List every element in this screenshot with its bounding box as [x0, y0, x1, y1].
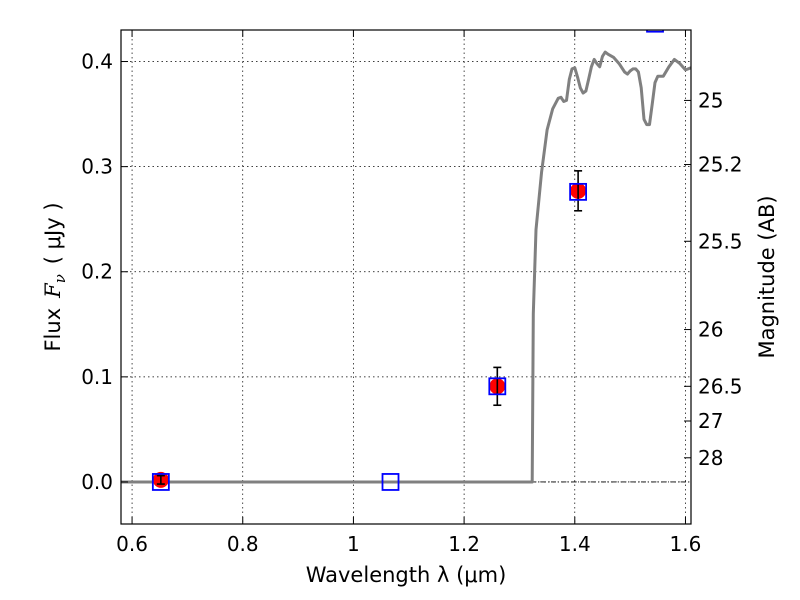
y2-tick-label: 28 [698, 446, 723, 470]
model-photometry-point [646, 30, 664, 33]
y2-axis-label: Magnitude (AB) [755, 195, 779, 358]
y2-tick-label: 25.2 [698, 153, 743, 177]
y-axis-label-symbol: F [41, 282, 65, 299]
y-tick-label: 0.2 [81, 260, 113, 284]
plot-area [121, 30, 691, 491]
x-axis-label: Wavelength λ (μm) [306, 563, 507, 587]
model-photometry-point [569, 182, 588, 201]
y-tick-label: 0.0 [81, 470, 113, 494]
model-photometry-point [151, 473, 170, 491]
ticks: 0.6 0.8 1 1.2 1.4 1.6 0.0 0.1 0.2 0.3 0.4 25 25.2 25.… [81, 30, 743, 556]
y2-tick-label: 27 [698, 409, 723, 433]
x-tick-label: 1.2 [448, 532, 480, 556]
model-spectrum-line [121, 50, 691, 484]
y-axis-label-unit: ( μJy ) [41, 202, 65, 264]
model-photometry-point [488, 377, 507, 396]
y2-tick-label: 25.5 [698, 229, 743, 253]
y-axis-label: Flux Fν ( μJy ) [41, 202, 69, 351]
y-axis-label-text: Flux [41, 308, 65, 352]
y2-tick-label: 25 [698, 88, 723, 112]
y-tick-label: 0.4 [81, 50, 113, 74]
x-tick-label: 0.6 [116, 532, 148, 556]
x-tick-label: 1.4 [559, 532, 591, 556]
y-tick-label: 0.1 [81, 365, 113, 389]
y2-tick-label: 26 [698, 318, 723, 342]
plot-background [121, 30, 691, 524]
x-tick-label: 1 [347, 532, 360, 556]
plot-frame [120, 29, 692, 525]
x-tick-label: 1.6 [670, 532, 702, 556]
model-photometry-point [381, 473, 400, 491]
y-axis-label-subscript: ν [51, 274, 69, 283]
y2-tick-label: 26.5 [698, 374, 743, 398]
x-tick-label: 0.8 [227, 532, 259, 556]
y-tick-label: 0.3 [81, 155, 113, 179]
